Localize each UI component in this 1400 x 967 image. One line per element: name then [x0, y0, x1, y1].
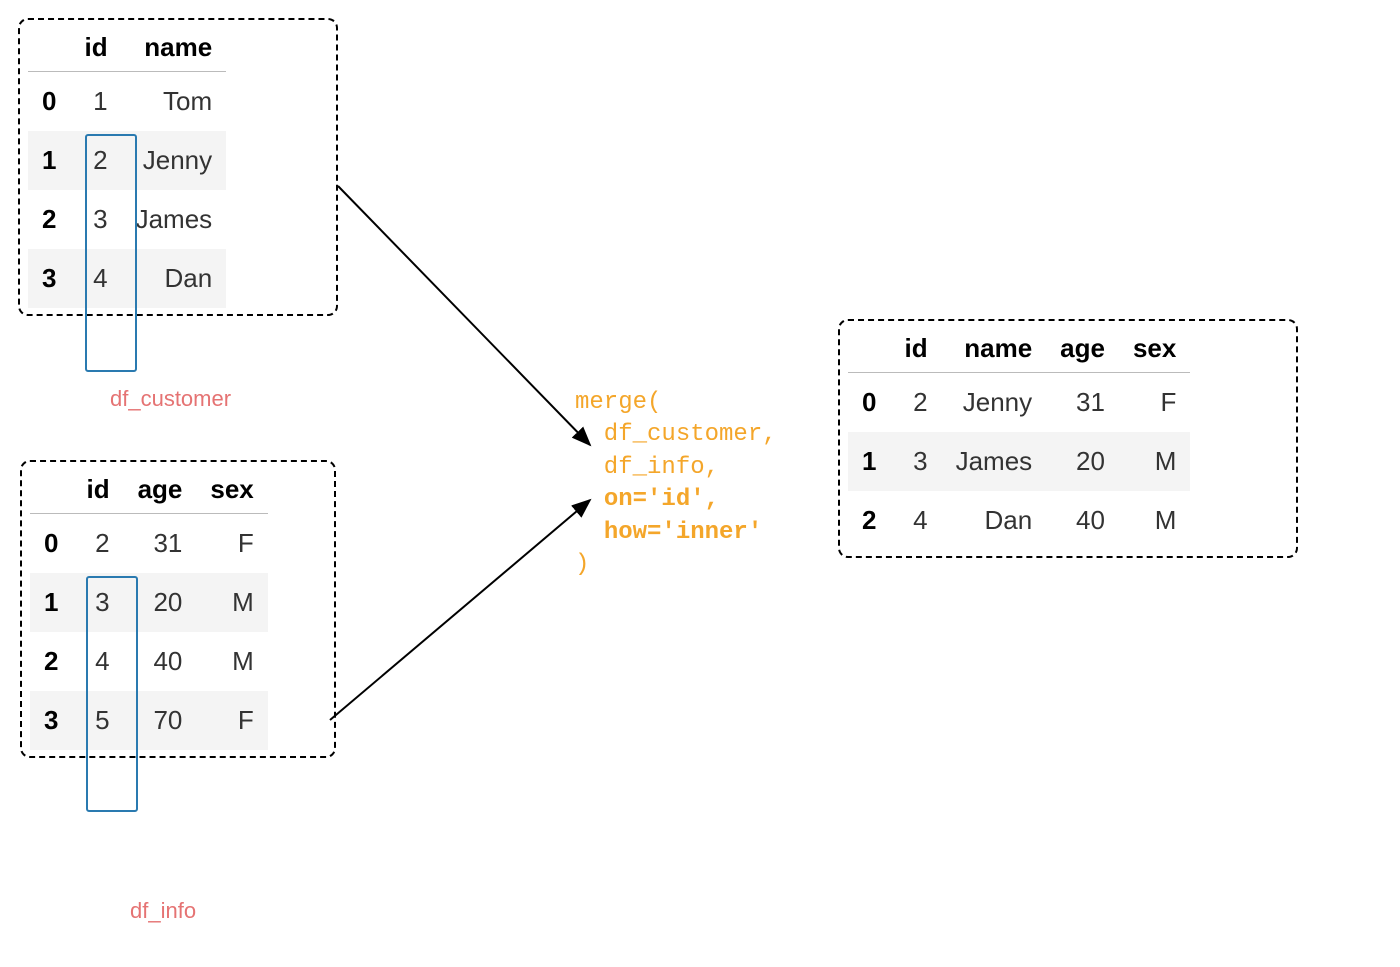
caption-df-info: df_info: [130, 898, 196, 924]
cell-name: Dan: [942, 491, 1047, 550]
code-line: df_customer,: [575, 419, 777, 451]
arrow-customer-to-merge: [338, 186, 590, 445]
table-row: 13James20M: [848, 432, 1190, 491]
cell-sex: F: [1119, 373, 1190, 433]
cell-name: Dan: [122, 249, 227, 308]
table-row: 02Jenny31F: [848, 373, 1190, 433]
cell-id: 4: [70, 249, 121, 308]
cell-name: Jenny: [942, 373, 1047, 433]
cell-age: 20: [1046, 432, 1119, 491]
table-row: 1320M: [30, 573, 268, 632]
code-line: on='id',: [575, 484, 777, 516]
table-row: 23James: [28, 190, 226, 249]
cell-age: 40: [1046, 491, 1119, 550]
cell-sex: M: [196, 573, 267, 632]
table-row: 24Dan40M: [848, 491, 1190, 550]
code-line: how='inner': [575, 517, 777, 549]
cell-id: 5: [72, 691, 123, 750]
cell-age: 31: [124, 514, 197, 574]
table-df-customer: id name 01Tom12Jenny23James34Dan: [28, 24, 226, 308]
cell-id: 4: [72, 632, 123, 691]
cell-sex: M: [1119, 491, 1190, 550]
table-header-blank: [28, 24, 70, 72]
cell-age: 40: [124, 632, 197, 691]
table-row: 3570F: [30, 691, 268, 750]
table-row: 12Jenny: [28, 131, 226, 190]
table-row: 0231F: [30, 514, 268, 574]
cell-sex: F: [196, 514, 267, 574]
code-line: df_info,: [575, 452, 777, 484]
cell-id: 1: [70, 72, 121, 132]
table-header-sex: sex: [1119, 325, 1190, 373]
code-line: merge(: [575, 387, 777, 419]
row-index: 0: [28, 72, 70, 132]
table-header-name: name: [942, 325, 1047, 373]
row-index: 3: [30, 691, 72, 750]
cell-name: Jenny: [122, 131, 227, 190]
panel-df-customer: id name 01Tom12Jenny23James34Dan: [18, 18, 338, 316]
cell-sex: M: [196, 632, 267, 691]
table-header-sex: sex: [196, 466, 267, 514]
code-line: ): [575, 549, 777, 581]
table-header-age: age: [124, 466, 197, 514]
panel-df-info: id age sex 0231F1320M2440M3570F: [20, 460, 336, 758]
panel-result: id name age sex 02Jenny31F13James20M24Da…: [838, 319, 1298, 558]
cell-age: 70: [124, 691, 197, 750]
table-header-blank: [30, 466, 72, 514]
row-index: 0: [848, 373, 890, 433]
table-body-info: 0231F1320M2440M3570F: [30, 514, 268, 751]
table-header-id: id: [72, 466, 123, 514]
cell-name: Tom: [122, 72, 227, 132]
cell-sex: F: [196, 691, 267, 750]
table-header-age: age: [1046, 325, 1119, 373]
merge-code: merge( df_customer, df_info, on='id', ho…: [575, 387, 777, 581]
table-row: 2440M: [30, 632, 268, 691]
arrow-info-to-merge: [330, 500, 590, 720]
table-body-result: 02Jenny31F13James20M24Dan40M: [848, 373, 1190, 551]
cell-id: 3: [70, 190, 121, 249]
cell-id: 3: [72, 573, 123, 632]
table-row: 34Dan: [28, 249, 226, 308]
row-index: 2: [28, 190, 70, 249]
row-index: 1: [30, 573, 72, 632]
table-header-id: id: [70, 24, 121, 72]
cell-sex: M: [1119, 432, 1190, 491]
row-index: 2: [848, 491, 890, 550]
table-result: id name age sex 02Jenny31F13James20M24Da…: [848, 325, 1190, 550]
cell-age: 20: [124, 573, 197, 632]
table-header-blank: [848, 325, 890, 373]
row-index: 1: [848, 432, 890, 491]
table-header-id: id: [890, 325, 941, 373]
table-body-customer: 01Tom12Jenny23James34Dan: [28, 72, 226, 309]
cell-name: James: [942, 432, 1047, 491]
cell-id: 3: [890, 432, 941, 491]
cell-id: 2: [890, 373, 941, 433]
row-index: 2: [30, 632, 72, 691]
cell-id: 4: [890, 491, 941, 550]
cell-age: 31: [1046, 373, 1119, 433]
table-df-info: id age sex 0231F1320M2440M3570F: [30, 466, 268, 750]
caption-df-customer: df_customer: [110, 386, 231, 412]
row-index: 3: [28, 249, 70, 308]
cell-name: James: [122, 190, 227, 249]
table-header-name: name: [122, 24, 227, 72]
row-index: 1: [28, 131, 70, 190]
table-row: 01Tom: [28, 72, 226, 132]
cell-id: 2: [72, 514, 123, 574]
cell-id: 2: [70, 131, 121, 190]
row-index: 0: [30, 514, 72, 574]
